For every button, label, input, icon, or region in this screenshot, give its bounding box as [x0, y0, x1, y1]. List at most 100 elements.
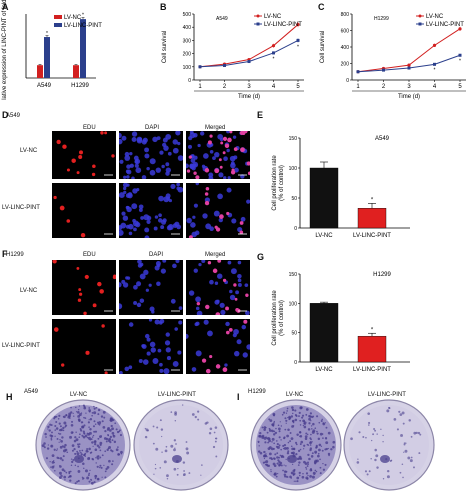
colony-dot [270, 457, 273, 459]
colony-dot [272, 424, 275, 427]
colony-dot [71, 444, 75, 448]
micrograph-f-nc-edu [52, 260, 116, 315]
colony-dot [96, 477, 100, 481]
colony-dot [60, 474, 62, 476]
edu-nucleus [52, 260, 57, 264]
chart-c-point [382, 68, 385, 72]
colony-dot [49, 423, 52, 426]
dapi-nucleus [196, 310, 203, 315]
colony-dot [209, 427, 213, 431]
dapi-nucleus [122, 282, 129, 288]
colony-dot [55, 420, 58, 424]
colony-dot [145, 428, 149, 432]
colony-dot [270, 470, 272, 473]
dapi-nucleus [154, 215, 159, 219]
colony-dot [382, 434, 384, 437]
colony-dot [115, 428, 118, 431]
dapi-nucleus [208, 176, 214, 179]
dapi-nucleus [178, 306, 183, 310]
dapi-nucleus [129, 151, 133, 156]
colony-dot [110, 424, 113, 428]
colony-dot [327, 452, 331, 456]
chart-e-ytick-label: 0 [294, 226, 297, 232]
colony-dot [77, 445, 81, 448]
colony-dot [358, 431, 361, 434]
colony-dot [65, 414, 68, 417]
colony-dot [274, 431, 278, 435]
dapi-nucleus [138, 208, 143, 212]
edu-nucleus [229, 131, 233, 134]
dapi-nucleus [160, 225, 165, 230]
chart-b-ylabel: Cell survival [162, 31, 168, 63]
dapi-nucleus [131, 203, 138, 210]
colony-dot [306, 433, 309, 436]
colony-dot [368, 470, 371, 473]
colony-dot [325, 438, 327, 440]
dapi-nucleus [156, 281, 161, 286]
colony-dot [404, 442, 407, 444]
chart-a-legend-swatch [54, 23, 62, 27]
chart-b-point [272, 51, 275, 55]
micrograph-d-nc-merged [186, 131, 250, 179]
colony-dot [77, 465, 79, 468]
chart-a-bar [80, 19, 86, 78]
edu-nucleus [207, 140, 212, 145]
edu-nucleus [53, 327, 59, 332]
edu-nucleus [214, 168, 220, 174]
dapi-nucleus [244, 283, 249, 288]
colony-dot [89, 417, 93, 421]
colony-dot [304, 437, 308, 441]
micrograph-cells [119, 319, 183, 374]
colony-dot [94, 477, 97, 480]
chart-c-xtick-label: 1 [356, 84, 360, 90]
dapi-nucleus [145, 288, 149, 292]
colony-dot [59, 465, 62, 468]
chart-b: 0 100 200 300 400 500 1 2 3 4 5 Time (d) Cell surviv… [162, 12, 304, 100]
colony-dot [277, 424, 280, 427]
dapi-nucleus [187, 144, 193, 149]
colony-dot [273, 433, 276, 436]
colony-dot [90, 481, 94, 485]
colony-dot [62, 445, 64, 448]
dapi-nucleus [157, 348, 162, 353]
colony-dot [272, 462, 276, 466]
edu-nucleus [222, 136, 228, 141]
colony-dot [330, 448, 333, 451]
chart-a-legend-swatch [54, 15, 62, 19]
colony-dot [84, 434, 88, 438]
colony-dot [309, 412, 313, 415]
edu-nucleus [224, 143, 230, 149]
dapi-nucleus [121, 211, 126, 216]
chart-e: 0 50 100 150 Cell proliferation rate (% of co… [272, 136, 410, 239]
colony-dot [410, 435, 413, 438]
chart-a-xtick: H1299 [71, 83, 89, 89]
colony-dot [278, 464, 281, 467]
edu-nucleus [195, 175, 200, 179]
chart-c-point [433, 62, 436, 66]
colony-dot [286, 410, 288, 412]
edu-nucleus [79, 292, 83, 296]
dapi-nucleus [237, 273, 242, 279]
colony-dot [280, 425, 283, 427]
colony-dot [55, 427, 59, 430]
dapi-nucleus [240, 216, 246, 222]
edu-nucleus [66, 168, 70, 172]
chart-c-point [407, 66, 411, 70]
colony-dot [88, 472, 91, 475]
colony-dot [49, 461, 51, 463]
colony-dot [173, 448, 176, 452]
colony-dot [310, 425, 313, 427]
dapi-nucleus [146, 351, 151, 356]
colony-dot [285, 458, 287, 460]
colony-dot [293, 468, 296, 471]
dapi-nucleus [128, 322, 134, 327]
colony-dot [286, 434, 289, 438]
colony-dot [280, 439, 282, 441]
colony-dot [314, 450, 318, 454]
colony-dot [268, 437, 271, 441]
colony-dot [58, 471, 62, 475]
colony-dot [48, 429, 51, 432]
colony-dot [63, 470, 66, 473]
dapi-nucleus [231, 218, 237, 224]
colony-dot [88, 457, 91, 459]
